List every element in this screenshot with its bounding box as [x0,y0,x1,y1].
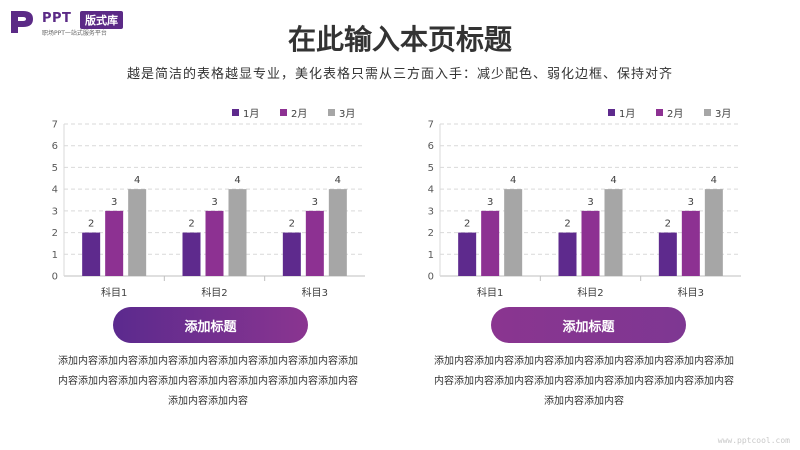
bar [82,232,101,276]
x-tick-label: 科目3 [302,286,328,299]
data-label: 4 [711,175,717,186]
data-label: 3 [487,197,493,208]
legend-swatch [656,109,663,116]
add-title-button-left[interactable]: 添加标题 [113,307,308,343]
bar [105,210,124,276]
page-title: 在此输入本页标题 [287,23,512,56]
data-label: 3 [688,197,694,208]
y-tick-label: 6 [428,141,434,152]
bar [228,189,247,276]
data-label: 2 [88,219,94,230]
legend-swatch [280,109,287,116]
logo-title: PPT [42,11,72,26]
bar [558,232,577,276]
y-tick-label: 0 [52,272,58,283]
body-text-right: 添加内容添加内容添加内容添加内容添加内容添加内容添加内容添加内容添加内容添加内容… [434,356,734,407]
chart-panel-left: 0 1 2 3 4 5 6 7 2 3 4 科目1 2 3 4 科目2 2 3 4 科目3 1月 2月 3月 [40,100,370,300]
bar [581,210,600,276]
data-label: 3 [211,197,217,208]
bar [658,232,677,276]
logo-p-icon [11,11,33,33]
bar [182,232,201,276]
y-tick-label: 5 [428,163,434,174]
y-tick-label: 3 [428,206,434,217]
bar [481,210,500,276]
data-label: 3 [587,197,593,208]
bar [458,232,477,276]
watermark: www.pptcool.com [717,436,790,445]
logo-badge: 版式库 [80,11,123,29]
y-tick-label: 0 [428,272,434,283]
x-tick-label: 科目3 [678,286,704,299]
y-tick-label: 2 [52,228,58,239]
data-label: 4 [510,175,516,186]
y-tick-label: 3 [52,206,58,217]
x-tick-label: 科目2 [201,286,227,299]
y-tick-label: 4 [428,185,434,196]
bar [604,189,623,276]
bar [282,232,301,276]
legend-label: 1月 [243,108,259,120]
chart-panel-right: 0 1 2 3 4 5 6 7 2 3 4 科目1 2 3 4 科目2 2 3 4 科目3 1月 2月 3月 [416,100,746,300]
legend-swatch [328,109,335,116]
data-label: 2 [665,219,671,230]
add-title-button-right[interactable]: 添加标题 [491,307,686,343]
legend-label: 1月 [619,108,635,120]
legend-swatch [608,109,615,116]
data-label: 4 [234,175,240,186]
data-label: 3 [111,197,117,208]
legend-swatch [704,109,711,116]
legend-label: 2月 [291,108,307,120]
legend-label: 3月 [715,108,731,120]
page-subtitle: 越是简洁的表格越显专业，美化表格只需从三方面入手：减少配色、弱化边框、保持对齐 [126,67,673,82]
y-tick-label: 1 [52,250,58,261]
y-tick-label: 2 [428,228,434,239]
bar [328,189,347,276]
data-label: 4 [134,175,140,186]
x-tick-label: 科目2 [577,286,603,299]
bar [504,189,523,276]
y-tick-label: 1 [428,250,434,261]
y-tick-label: 5 [52,163,58,174]
data-label: 3 [312,197,318,208]
bar [205,210,224,276]
x-tick-label: 科目1 [477,286,503,299]
x-tick-label: 科目1 [101,286,127,299]
logo-tagline: 职场PPT一站式服务平台 [42,30,107,37]
logo: PPT 版式库 职场PPT一站式服务平台 [8,7,158,37]
bar [128,189,147,276]
legend-swatch [232,109,239,116]
bar [704,189,723,276]
legend-label: 3月 [339,108,355,120]
bar-chart-left: 0 1 2 3 4 5 6 7 2 3 4 科目1 2 3 4 科目2 2 3 4 科目3 1月 2月 3月 [52,108,365,299]
y-tick-label: 4 [52,185,58,196]
bar [681,210,700,276]
y-tick-label: 7 [52,120,58,131]
data-label: 2 [188,219,194,230]
body-text-left: 添加内容添加内容添加内容添加内容添加内容添加内容添加内容添加内容添加内容添加内容… [58,356,358,407]
data-label: 4 [335,175,341,186]
data-label: 2 [289,219,295,230]
bar [305,210,324,276]
data-label: 2 [464,219,470,230]
legend-label: 2月 [667,108,683,120]
bar-chart-right: 0 1 2 3 4 5 6 7 2 3 4 科目1 2 3 4 科目2 2 3 4 科目3 1月 2月 3月 [428,108,741,299]
data-label: 4 [610,175,616,186]
y-tick-label: 7 [428,120,434,131]
y-tick-label: 6 [52,141,58,152]
data-label: 2 [564,219,570,230]
